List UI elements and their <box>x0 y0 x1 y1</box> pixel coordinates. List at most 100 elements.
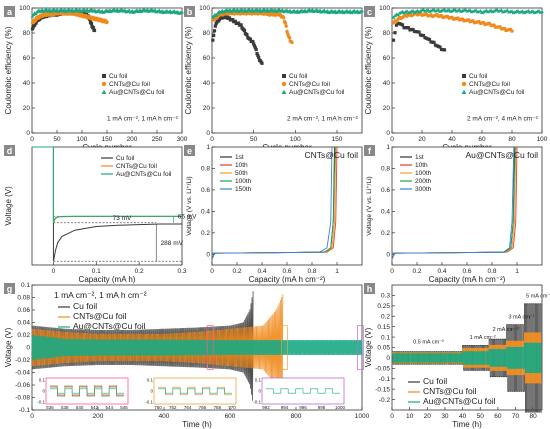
y-tick-label: 100 <box>199 5 210 12</box>
data-point <box>217 19 221 23</box>
legend-label: Cu foil <box>289 73 308 80</box>
series-line <box>32 146 182 262</box>
panel-letter-bg <box>4 145 15 156</box>
plot-area <box>31 7 183 134</box>
data-point <box>252 44 257 48</box>
x-tick-label: 80 <box>530 413 538 420</box>
data-point <box>105 20 109 24</box>
data-point <box>468 8 472 12</box>
y-tick-label: 0.06 <box>17 307 30 314</box>
data-point <box>411 27 415 32</box>
data-point <box>526 8 531 13</box>
data-point <box>290 40 294 45</box>
y-axis-label: Voltage (V vs. Li⁺/Li) <box>366 176 373 235</box>
y-tick-label: 40 <box>383 80 391 87</box>
data-point <box>426 7 430 12</box>
panel-title: CNTs@Cu foil <box>305 150 359 160</box>
panel-letter: h <box>367 284 373 294</box>
y-tick-label: 0 <box>206 130 210 137</box>
y-tick-label: -0.02 <box>15 357 30 364</box>
data-point <box>414 9 418 13</box>
legend-label: 100th <box>415 170 432 177</box>
inset-x-tick: 760 <box>154 405 162 410</box>
y-tick-label: 40 <box>203 80 211 87</box>
legend-label: CNTs@Cu foil <box>73 311 127 321</box>
data-point <box>516 8 520 13</box>
data-point <box>438 45 442 49</box>
legend-label: 50th <box>235 170 248 177</box>
legend-marker <box>462 74 466 78</box>
y-tick-label: 0.6 <box>381 187 390 194</box>
x-tick-label: 150 <box>102 136 113 143</box>
y-tick-label: 60 <box>203 55 211 62</box>
y-tick-label: 0 <box>206 251 210 258</box>
y-tick-label: -0.1 <box>19 407 31 414</box>
x-tick-label: 300 <box>177 136 188 143</box>
legend-label: Au@CNTs@Cu foil <box>109 89 165 96</box>
legend-marker <box>101 89 107 94</box>
y-tick-label: -0.2 <box>379 397 391 404</box>
data-point <box>212 33 216 38</box>
cycle-curve <box>211 146 333 260</box>
panel-letter-bg <box>184 145 195 156</box>
rate-label: 0.5 mA cm⁻² <box>413 339 444 345</box>
panel-letter: d <box>7 146 13 156</box>
legend-marker <box>461 81 467 87</box>
inset-x-tick: 536 <box>46 405 54 410</box>
data-point <box>442 48 447 52</box>
data-point <box>212 29 217 33</box>
data-point <box>391 38 396 42</box>
x-tick-label: 60 <box>494 413 502 420</box>
legend-marker <box>102 74 106 78</box>
annotation-cnt: 73 mV <box>113 215 132 222</box>
panel-letter: g <box>7 284 13 294</box>
x-tick-label: 60 <box>478 136 486 143</box>
data-point <box>214 22 218 26</box>
y-tick-label: 1 <box>206 144 210 151</box>
data-point <box>287 35 292 40</box>
x-tick-label: 80 <box>508 136 516 143</box>
x-tick-label: 50 <box>53 136 61 143</box>
y-tick-label: -0.1 <box>379 376 391 383</box>
y-tick-label: 0.2 <box>381 313 390 320</box>
data-point <box>256 53 260 58</box>
legend-marker <box>101 81 107 87</box>
x-tick-label: 50 <box>477 413 485 420</box>
panel-letter-bg <box>4 6 15 17</box>
x-axis-label: Capacity (mA h cm⁻²) <box>429 275 506 284</box>
x-tick-label: 0.8 <box>307 268 316 275</box>
panel-letter-bg <box>184 6 195 17</box>
x-tick-label: 150 <box>332 136 343 143</box>
data-point <box>412 10 417 14</box>
data-point <box>510 29 514 33</box>
x-tick-label: 0.1 <box>92 268 101 275</box>
y-tick-label: -0.04 <box>15 370 30 377</box>
legend-label: Au@CNTs@Cu foil <box>289 89 345 96</box>
y-tick-label: 1 <box>386 144 390 151</box>
data-point <box>237 21 241 25</box>
y-tick-label: 40 <box>23 80 31 87</box>
y-tick-label: 0.4 <box>381 209 390 216</box>
legend-label: 10th <box>415 162 428 169</box>
x-tick-label: 10 <box>406 413 414 420</box>
y-tick-label: 0.2 <box>201 230 210 237</box>
y-tick-label: 0.8 <box>381 166 390 173</box>
inset-x-tick: 538 <box>61 405 69 410</box>
data-point <box>463 7 468 11</box>
data-point <box>257 55 261 59</box>
panel-g: g 0 200 400 600 800 1000 -0.1 -0.08 -0.06 -0.04 -0.… <box>4 282 370 429</box>
x-tick-label: 1 <box>515 268 519 275</box>
inset-x-tick: 770 <box>228 405 236 410</box>
y-tick-label: 0.3 <box>381 293 390 300</box>
data-point <box>540 9 544 14</box>
y-tick-label: -0.05 <box>375 366 390 373</box>
condition-annotation: 2 mA cm⁻², 1 mA h cm⁻² <box>287 116 359 123</box>
condition-annotation: 2 mA cm⁻², 4 mA h cm⁻² <box>467 116 539 123</box>
legend-label: 10th <box>235 162 248 169</box>
data-point <box>405 9 409 13</box>
x-tick-label: 0.2 <box>412 268 421 275</box>
legend-label: CNTs@Cu foil <box>116 163 157 170</box>
inset-y-tick: 0.1 <box>147 378 154 383</box>
legend-label: 1st <box>415 154 424 161</box>
